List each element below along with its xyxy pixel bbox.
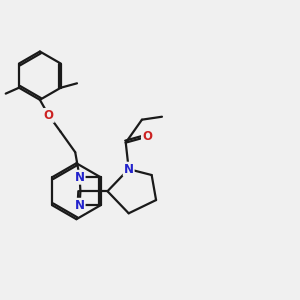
Text: O: O bbox=[44, 109, 54, 122]
Text: O: O bbox=[142, 130, 152, 143]
Text: N: N bbox=[124, 163, 134, 176]
Text: N: N bbox=[75, 171, 85, 184]
Text: N: N bbox=[75, 199, 85, 212]
